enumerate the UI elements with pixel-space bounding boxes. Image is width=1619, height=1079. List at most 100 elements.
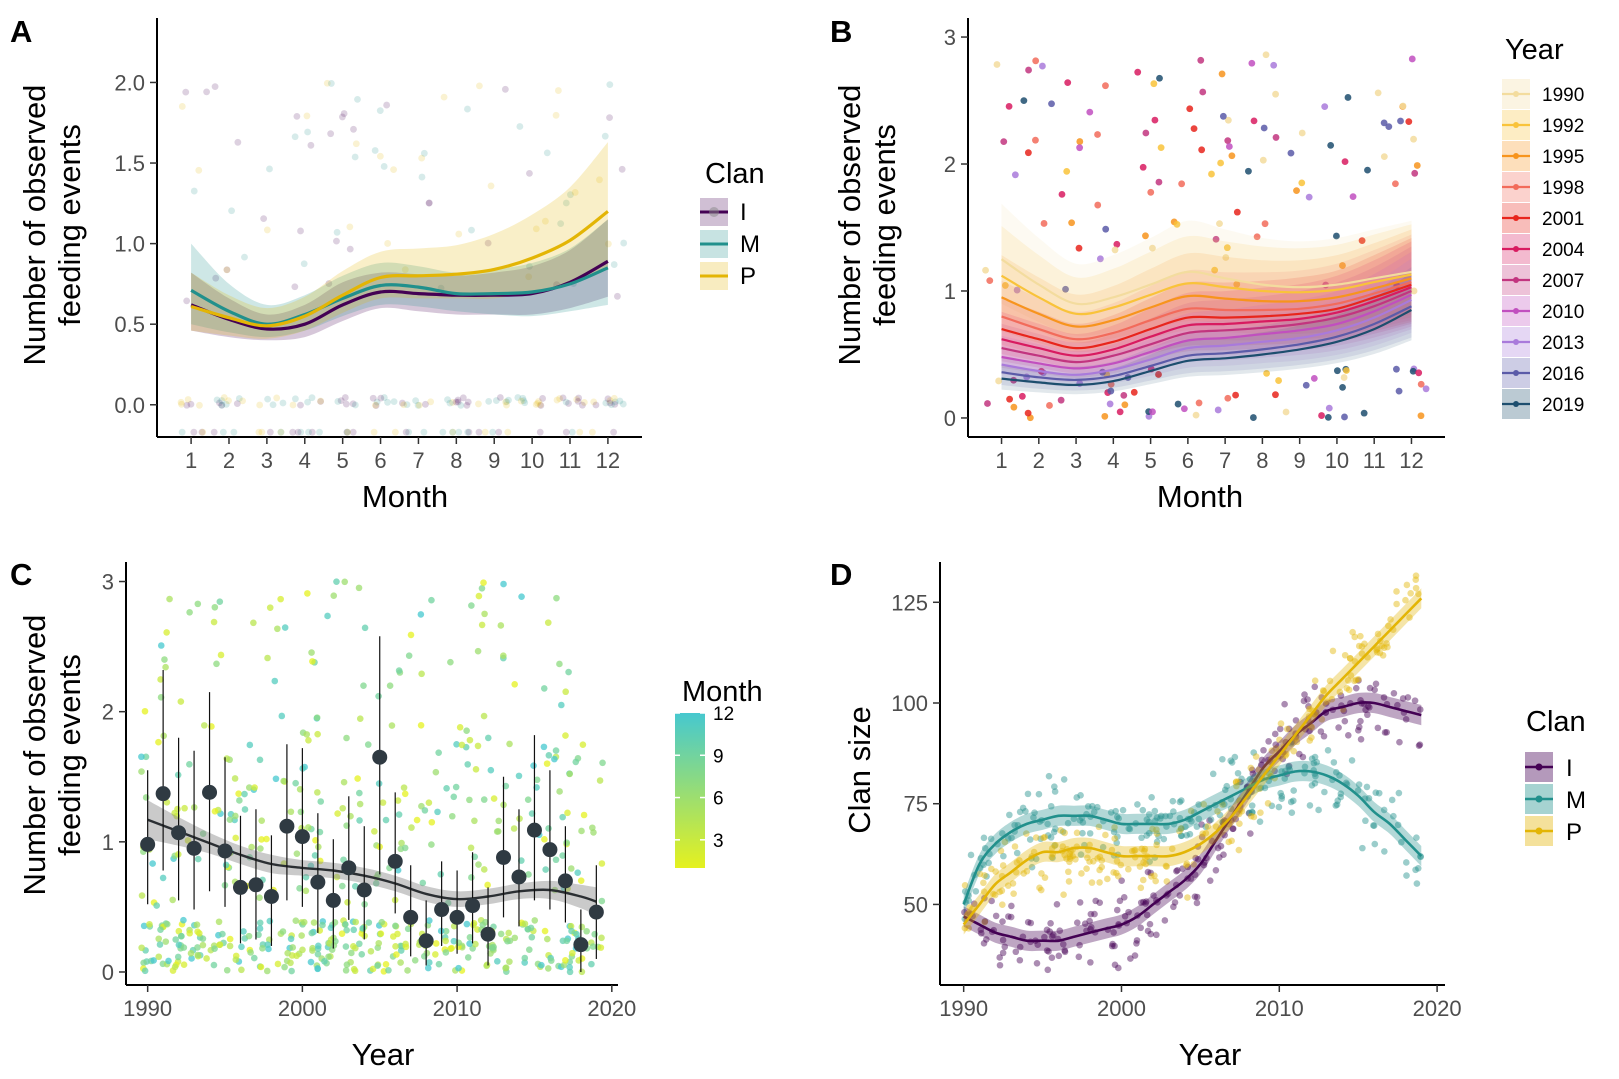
data-point [1011,171,1019,179]
data-point [186,929,193,937]
data-point [610,394,618,402]
data-point [1204,823,1212,830]
data-point [356,800,364,808]
series-line-P [190,210,609,328]
panel-d-tag: D [830,557,852,592]
data-point [300,260,308,268]
data-point [1173,867,1180,875]
data-point [233,400,241,408]
data-point [141,967,149,975]
data-point [1363,783,1371,791]
data-point [199,941,207,949]
data-point [1111,835,1118,842]
series-line-2001 [1001,283,1412,350]
data-point [211,808,219,815]
legend-label-1990: 1990 [1542,85,1584,106]
mean-point [387,853,403,869]
data-point [1293,738,1301,746]
data-point [1335,724,1342,731]
data-point [579,401,586,409]
data-point [1228,837,1235,845]
data-point [309,658,316,665]
data-point [1393,588,1400,595]
data-point [1198,833,1206,841]
data-point [1095,823,1103,831]
data-point [1351,677,1358,685]
data-point [514,394,522,401]
data-point [495,817,503,825]
data-point [1151,807,1159,815]
data-point [373,398,381,406]
data-point [140,922,148,930]
data-point [190,428,198,436]
mean-point [186,840,202,856]
data-point [972,888,980,895]
data-point [1083,865,1090,873]
panel-c-xlabel: Year [352,1037,415,1072]
data-point [319,921,326,929]
data-point [1298,179,1306,187]
data-point [1153,838,1161,846]
data-point [427,398,435,406]
data-point [1261,784,1269,792]
data-point [352,918,359,926]
data-point [1168,845,1176,853]
data-point [346,223,354,231]
data-point [1264,800,1272,807]
data-point [464,398,472,406]
data-point [1023,830,1030,837]
data-point [1396,738,1403,746]
confidence-band-I [191,219,608,341]
data-point [573,396,581,403]
data-point [1346,655,1354,662]
data-point [1058,190,1066,198]
data-point [1041,833,1049,841]
data-point [1064,819,1072,827]
data-point [1232,391,1239,399]
data-point [394,797,402,804]
data-point [483,961,491,969]
data-point [1084,803,1092,810]
data-point [1312,772,1319,780]
data-point [1173,220,1181,228]
data-point [277,428,285,436]
data-point [293,112,301,120]
data-point [604,240,612,248]
data-point [226,935,234,943]
data-point [1113,813,1121,821]
data-point [437,870,445,878]
data-point [397,947,405,954]
data-point [484,734,492,742]
data-point [1056,927,1064,934]
data-point [1224,394,1232,402]
data-point [1053,901,1061,908]
mean-point [449,909,465,925]
data-point [1219,755,1226,763]
legend-label-M: M [740,231,760,258]
data-point [454,396,462,404]
data-point [466,796,473,804]
data-point [1010,890,1017,897]
data-point [998,887,1006,895]
data-point [183,401,191,409]
data-point [1412,572,1420,579]
data-point [1006,811,1013,819]
data-point [1341,651,1349,659]
data-point [446,399,454,407]
data-point [525,871,532,878]
data-point [544,619,552,626]
data-point [1298,129,1306,137]
y-tick-label: 2 [102,700,114,725]
data-point [466,940,473,947]
data-point [986,277,994,285]
data-point [1198,821,1205,828]
y-tick-label: 3 [944,25,956,50]
data-point [1224,116,1232,124]
data-point [175,941,183,949]
data-point [1037,835,1044,843]
data-point [428,841,435,848]
data-point [521,959,528,966]
data-point [292,917,300,925]
data-point [1133,937,1141,944]
